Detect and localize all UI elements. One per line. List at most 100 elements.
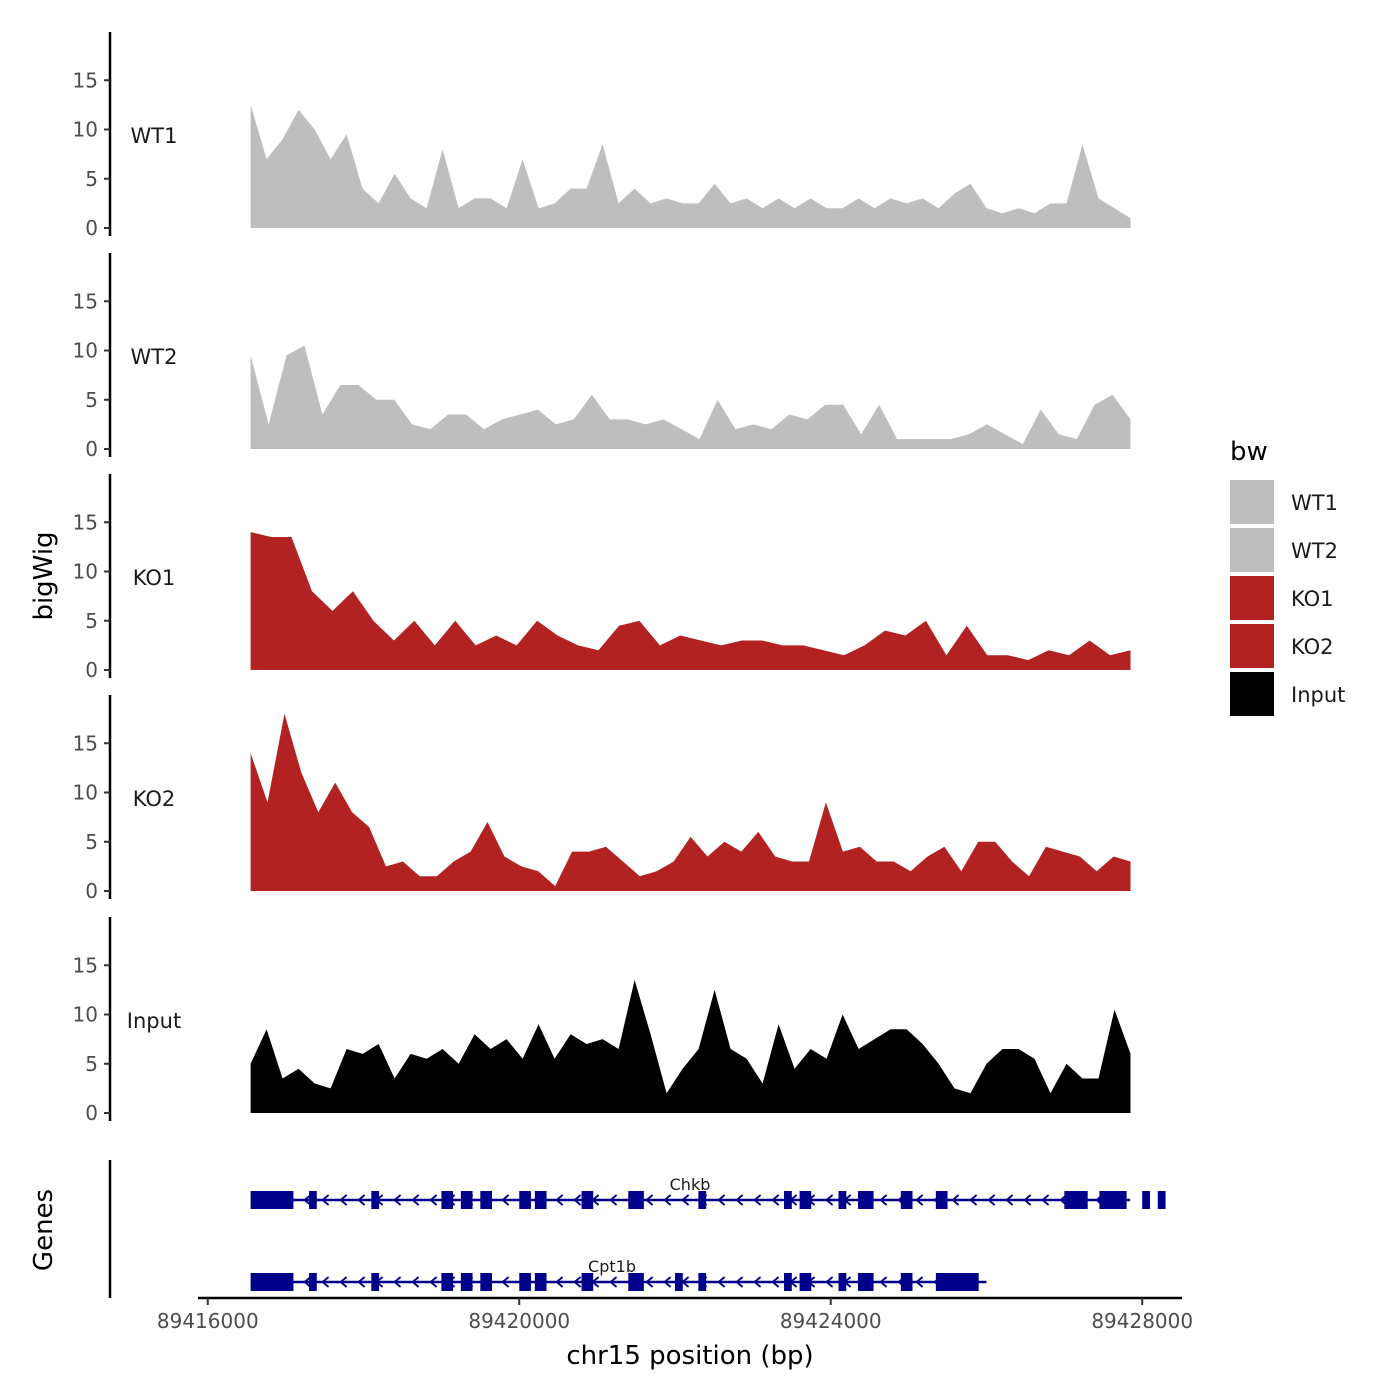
x-tick-label: 89420000 <box>468 1309 570 1333</box>
genes-axis-title: Genes <box>29 1189 59 1271</box>
exon <box>480 1273 493 1291</box>
exon <box>581 1191 594 1209</box>
strand-arrow <box>429 1194 438 1206</box>
legend-item-wt1: WT1 <box>1230 480 1338 524</box>
x-tick-label: 89424000 <box>780 1309 882 1333</box>
exon <box>309 1273 317 1291</box>
exon <box>460 1191 473 1209</box>
legend: bw WT1 WT2 KO1 KO2 Input <box>1230 437 1345 716</box>
strand-arrow <box>663 1276 672 1288</box>
track-label: WT2 <box>131 345 178 369</box>
gene-cpt1b: Cpt1b <box>250 1257 987 1291</box>
y-tick-label: 0 <box>85 879 98 903</box>
coverage-area-input <box>250 980 1131 1113</box>
exon <box>628 1273 644 1291</box>
coverage-area-wt2 <box>250 345 1131 449</box>
strand-arrow <box>753 1194 762 1206</box>
x-tick-label: 89428000 <box>1091 1309 1193 1333</box>
y-tick-label: 10 <box>73 781 98 805</box>
exon <box>480 1191 493 1209</box>
y-tick-label: 0 <box>85 1101 98 1125</box>
y-tick-label: 5 <box>85 388 98 412</box>
exon <box>441 1191 454 1209</box>
strand-arrow <box>735 1194 744 1206</box>
strand-arrow <box>753 1276 762 1288</box>
exon <box>900 1273 913 1291</box>
exon <box>698 1191 707 1209</box>
y-tick-label: 15 <box>73 510 98 534</box>
x-tick-label: 89416000 <box>157 1309 259 1333</box>
exon <box>534 1191 547 1209</box>
y-tick-label: 0 <box>85 658 98 682</box>
strand-arrow <box>357 1276 366 1288</box>
strand-arrow <box>573 1276 582 1288</box>
strand-arrow <box>555 1194 564 1206</box>
exon <box>519 1191 531 1209</box>
track-input: 0 5 10 15 Input <box>73 917 1131 1125</box>
strand-arrow <box>393 1194 402 1206</box>
y-tick-label: 0 <box>85 437 98 461</box>
exon <box>784 1191 792 1209</box>
exon <box>628 1191 644 1209</box>
y-tick-label: 5 <box>85 1052 98 1076</box>
legend-swatch <box>1230 480 1274 524</box>
exon <box>935 1191 948 1209</box>
strand-arrow <box>609 1276 618 1288</box>
track-ko1: 0 5 10 15 KO1 <box>73 474 1131 682</box>
exon <box>309 1191 317 1209</box>
track-wt1: 0 5 10 15 WT1 <box>73 32 1131 240</box>
exon <box>250 1191 294 1209</box>
strand-arrow <box>951 1194 960 1206</box>
strand-arrow <box>357 1194 366 1206</box>
y-tick-label: 0 <box>85 216 98 240</box>
x-axis: 89416000 89420000 89424000 89428000 <box>157 1296 1193 1333</box>
y-tick-label: 5 <box>85 830 98 854</box>
legend-label: WT2 <box>1291 539 1338 563</box>
strand-arrow <box>825 1194 834 1206</box>
strand-arrow <box>771 1276 780 1288</box>
x-axis-title: chr15 position (bp) <box>566 1341 813 1371</box>
genes-panel: Chkb Cpt1b <box>108 1160 1166 1298</box>
strand-arrow <box>771 1194 780 1206</box>
exon <box>534 1273 547 1291</box>
exon <box>1099 1191 1127 1209</box>
y-tick-label: 15 <box>73 731 98 755</box>
strand-arrow <box>645 1276 654 1288</box>
y-tick-label: 5 <box>85 609 98 633</box>
strand-arrow <box>321 1276 330 1288</box>
exon <box>441 1273 454 1291</box>
strand-arrow <box>393 1276 402 1288</box>
strand-arrow <box>555 1276 564 1288</box>
legend-item-wt2: WT2 <box>1230 528 1338 572</box>
legend-swatch <box>1230 528 1274 572</box>
exon <box>371 1273 380 1291</box>
coverage-area-wt1 <box>250 104 1131 228</box>
y-axis-title: bigWig <box>29 531 59 620</box>
exon <box>1142 1191 1150 1209</box>
exon <box>857 1191 874 1209</box>
legend-item-ko1: KO1 <box>1230 576 1334 620</box>
y-tick-label: 10 <box>73 560 98 584</box>
track-label: Input <box>127 1009 181 1033</box>
legend-title: bw <box>1230 437 1268 467</box>
strand-arrow <box>825 1276 834 1288</box>
exon <box>1157 1191 1166 1209</box>
exon <box>581 1273 594 1291</box>
strand-arrow <box>609 1194 618 1206</box>
legend-item-ko2: KO2 <box>1230 624 1334 668</box>
exon <box>857 1273 874 1291</box>
legend-label: Input <box>1291 683 1345 707</box>
strand-arrow <box>645 1194 654 1206</box>
strand-arrow <box>1023 1194 1032 1206</box>
strand-arrow <box>339 1276 348 1288</box>
coverage-area-ko2 <box>250 713 1131 891</box>
strand-arrow <box>681 1194 690 1206</box>
strand-arrow <box>915 1276 924 1288</box>
strand-arrow <box>1041 1194 1050 1206</box>
exon <box>784 1273 792 1291</box>
strand-arrow <box>411 1276 420 1288</box>
track-label: WT1 <box>131 124 178 148</box>
gene-label: Chkb <box>670 1175 711 1194</box>
track-wt2: 0 5 10 15 WT2 <box>73 253 1131 461</box>
exon <box>838 1273 847 1291</box>
